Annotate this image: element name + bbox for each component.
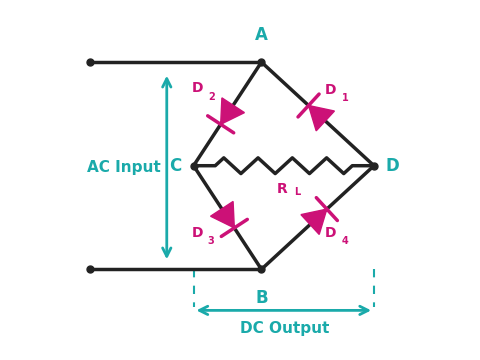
Text: L: L bbox=[294, 187, 301, 197]
Text: A: A bbox=[255, 26, 268, 44]
Text: 2: 2 bbox=[208, 92, 215, 102]
Text: DC Output: DC Output bbox=[240, 321, 329, 336]
Text: D: D bbox=[325, 226, 336, 240]
Polygon shape bbox=[211, 202, 234, 228]
Text: D: D bbox=[192, 81, 203, 95]
Polygon shape bbox=[309, 105, 335, 131]
Text: B: B bbox=[255, 289, 268, 307]
Polygon shape bbox=[301, 209, 327, 234]
Text: 3: 3 bbox=[208, 236, 215, 246]
Text: D: D bbox=[192, 226, 203, 240]
Text: 4: 4 bbox=[342, 236, 349, 246]
Text: D: D bbox=[325, 83, 336, 97]
Text: D: D bbox=[385, 157, 399, 175]
Polygon shape bbox=[221, 98, 244, 124]
Text: R: R bbox=[276, 182, 288, 196]
Text: 1: 1 bbox=[342, 93, 349, 103]
Text: C: C bbox=[169, 157, 181, 175]
Text: AC Input: AC Input bbox=[87, 160, 161, 175]
